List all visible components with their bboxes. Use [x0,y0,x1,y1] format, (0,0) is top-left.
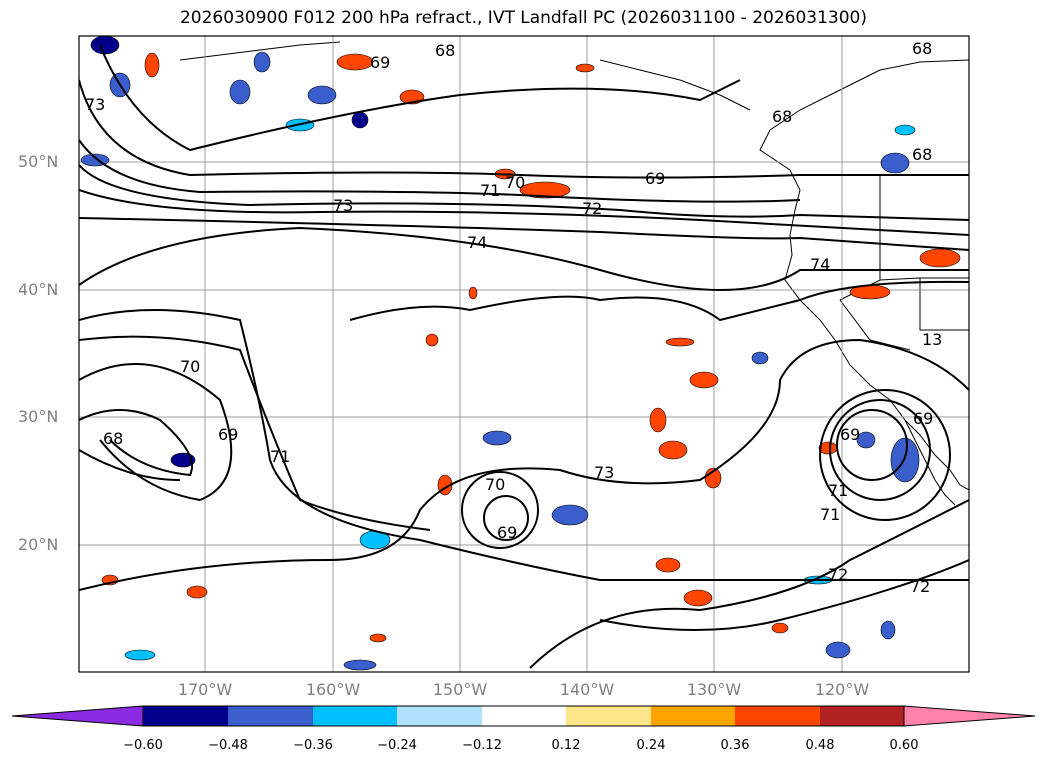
colorbar-high-extend [903,705,1036,727]
north-america-coastline [759,59,969,491]
colorbar [11,705,1036,727]
contour-label: 72 [910,577,930,596]
contour-label: 72 [828,565,848,584]
colorbar-bin [735,706,820,726]
lat-label-30n: 30°N [18,407,59,426]
colorbar-bin [651,706,735,726]
contour-label: 68 [912,145,932,164]
coastline-layer [179,41,969,506]
lat-label-40n: 40°N [18,280,59,299]
contour-label: 69 [370,53,390,72]
contour-label: 71 [820,505,840,524]
lon-label-160w: 160°W [305,680,361,699]
lon-label-120w: 120°W [814,680,870,699]
colorbar-tick: 0.12 [551,738,581,753]
colorbar-bin [143,706,228,726]
contour-label: 71 [480,181,500,200]
state-border [839,175,969,351]
colorbar-bin [482,706,566,726]
contour-label: 68 [912,39,932,58]
lon-label-170w: 170°W [177,680,233,699]
contour-label: 72 [582,199,602,218]
colorbar-tick: 0.48 [805,738,835,753]
colorbar-bin [313,706,397,726]
contour-label: 70 [485,475,505,494]
contour-label: 69 [840,425,860,444]
contour-label: 73 [85,95,105,114]
contour-label: 13 [922,330,942,349]
colorbar-tick: 0.36 [720,738,750,753]
contour-label: 68 [772,107,792,126]
colorbar-tick: −0.60 [123,738,163,753]
colorbar-bin [397,706,482,726]
colorbar-tick: −0.48 [208,738,248,753]
colorbar-frame [142,705,905,727]
colorbar-tick: −0.36 [293,738,333,753]
lon-label-140w: 140°W [559,680,615,699]
contour-label: 73 [333,196,353,215]
graticule [79,36,969,672]
colorbar-bin [228,706,313,726]
contour-label: 70 [180,357,200,376]
contour-label: 69 [218,425,238,444]
colorbar-low-extend [11,705,144,727]
colorbar-tick: −0.24 [377,738,417,753]
contour-label: 71 [270,447,290,466]
colorbar-tick: 0.60 [889,738,919,753]
contour-label: 69 [645,169,665,188]
lon-label-150w: 150°W [432,680,488,699]
map-plot-area: 68 73 68 69 68 68 70 71 69 73 72 74 74 1… [79,36,969,672]
refractivity-contours [79,44,969,669]
baja-coastline [904,419,956,506]
colorbar-tick: −0.12 [462,738,502,753]
contour-label: 70 [505,173,525,192]
contour-label: 74 [810,255,830,274]
contour-label: 74 [467,233,487,252]
lat-label-50n: 50°N [18,152,59,171]
map-frame [78,35,970,673]
alaska-islands [179,41,751,111]
contour-label: 68 [103,429,123,448]
colorbar-tick: 0.24 [636,738,666,753]
map-title: 2026030900 F012 200 hPa refract., IVT La… [179,8,867,28]
contour-label: 69 [913,409,933,428]
contour-label: 71 [828,481,848,500]
lon-label-130w: 130°W [686,680,742,699]
colorbar-bin [820,706,904,726]
contour-label: 68 [435,41,455,60]
contour-labels: 68 73 68 69 68 68 70 71 69 73 72 74 74 1… [85,39,942,596]
colorbar-bin [566,706,651,726]
lat-label-20n: 20°N [18,535,59,554]
contour-label: 73 [594,463,614,482]
contour-label: 69 [497,523,517,542]
